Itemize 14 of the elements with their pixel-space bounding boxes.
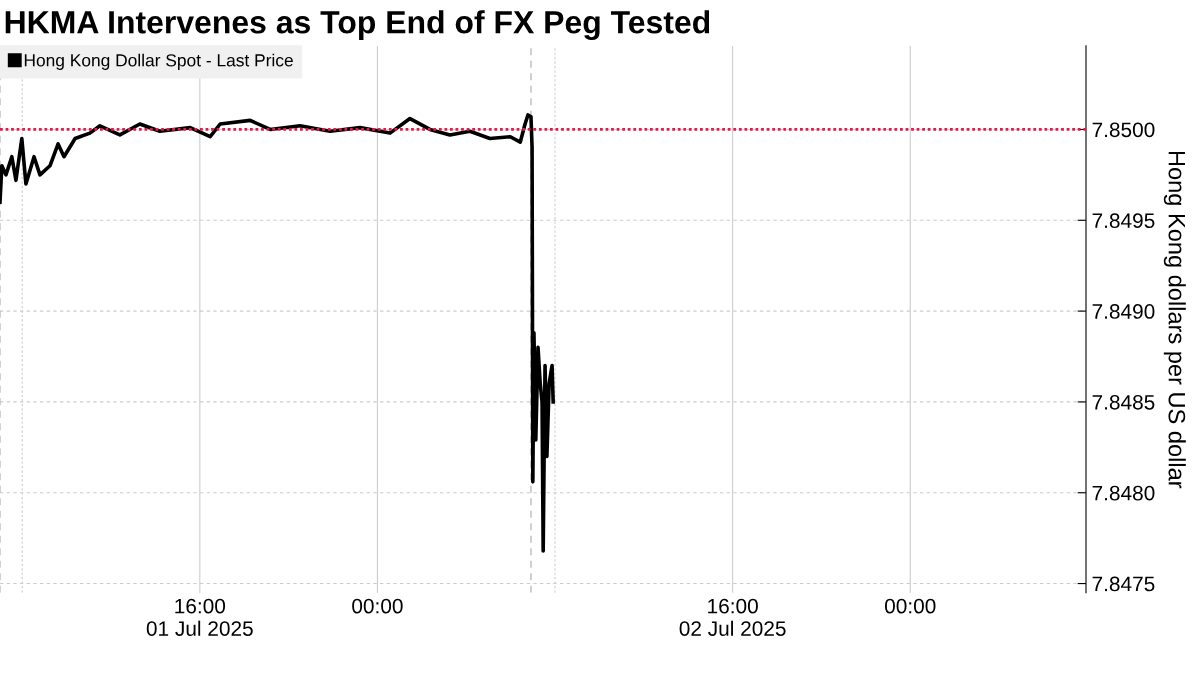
x-tick-label: 16:00 02 Jul 2025 <box>679 598 786 636</box>
y-tick-label: 7.8500 <box>1092 122 1155 138</box>
y-tick-label: 7.8495 <box>1092 213 1155 229</box>
y-tick-label: 7.8475 <box>1092 576 1155 592</box>
legend-label: Hong Kong Dollar Spot - Last Price <box>24 53 293 70</box>
x-tick-label: 16:00 01 Jul 2025 <box>146 598 253 636</box>
y-axis-title: Hong Kong dollars per US dollar <box>1163 151 1186 489</box>
y-tick-label: 7.8485 <box>1092 394 1155 410</box>
chart-title: HKMA Intervenes as Top End of FX Peg Tested <box>5 10 710 41</box>
line-series <box>0 113 555 553</box>
x-tick-label: 00:00 <box>352 598 403 614</box>
y-tick-label: 7.8490 <box>1092 304 1155 319</box>
y-tick-label: 7.8480 <box>1092 485 1155 501</box>
x-tick-label: 00:00 <box>884 598 936 614</box>
